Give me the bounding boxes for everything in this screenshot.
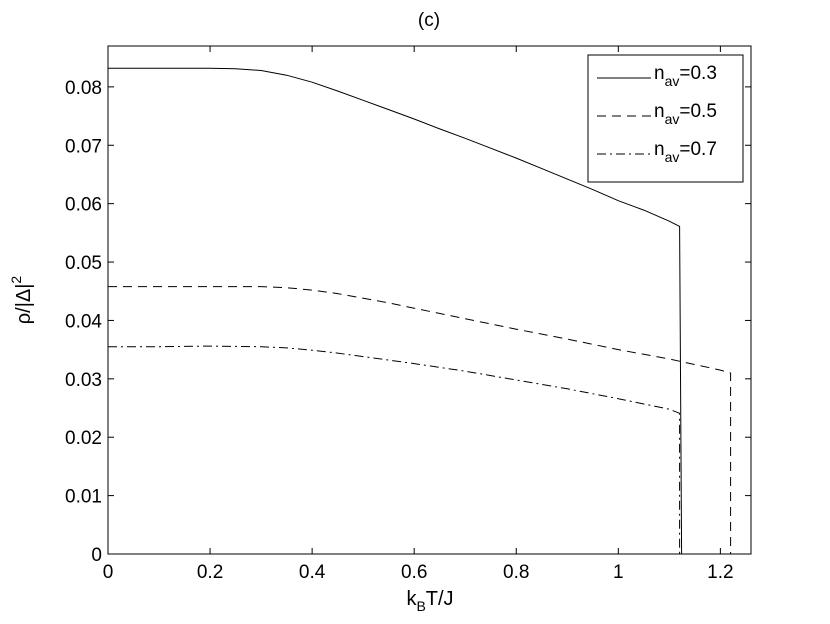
- plot-frame: [107, 45, 752, 555]
- x-tick-label: 1: [613, 562, 624, 583]
- legend-label-2: nav=0.5: [654, 101, 717, 127]
- series-line-2: [108, 286, 732, 554]
- series-line-3: [108, 345, 681, 554]
- x-tick-label: 0.4: [299, 562, 326, 583]
- x-tick-label: 0.2: [197, 562, 223, 583]
- ticks-layer: [107, 46, 751, 555]
- x-tick-label: 0.8: [503, 562, 529, 583]
- y-tick-label: 0.07: [65, 136, 102, 157]
- y-tick-label: 0.05: [65, 253, 102, 274]
- x-tick-label: 0.6: [401, 562, 427, 583]
- y-tick-labels: 0 0.01 0.02 0.03 0.04 0.05 0.06 0.07 0.08: [65, 78, 102, 566]
- series-line-1: [108, 67, 683, 555]
- y-tick-label: 0.08: [65, 78, 102, 99]
- legend-label-3: nav=0.7: [654, 139, 717, 165]
- x-tick-label: 1.2: [707, 562, 733, 583]
- x-tick-label: 0: [103, 562, 114, 583]
- y-tick-label: 0.03: [65, 370, 102, 391]
- legend-box: [587, 54, 744, 183]
- y-tick-label: 0.01: [65, 487, 102, 508]
- x-axis-label: kBT/J: [406, 588, 453, 614]
- chart-title: (c): [418, 10, 440, 31]
- legend-items: nav=0.3 nav=0.5 nav=0.7: [597, 63, 717, 165]
- y-tick-label: 0: [91, 545, 102, 566]
- y-axis-label: ρ/|Δ|2: [8, 276, 35, 325]
- legend: nav=0.3 nav=0.5 nav=0.7: [587, 54, 744, 183]
- series-layer: [108, 67, 732, 555]
- x-tick-labels: 0 0.2 0.4 0.6 0.8 1 1.2: [103, 562, 734, 583]
- y-tick-label: 0.02: [65, 428, 102, 449]
- y-tick-label: 0.06: [65, 195, 102, 216]
- y-tick-label: 0.04: [65, 311, 102, 332]
- legend-label-1: nav=0.3: [654, 63, 717, 89]
